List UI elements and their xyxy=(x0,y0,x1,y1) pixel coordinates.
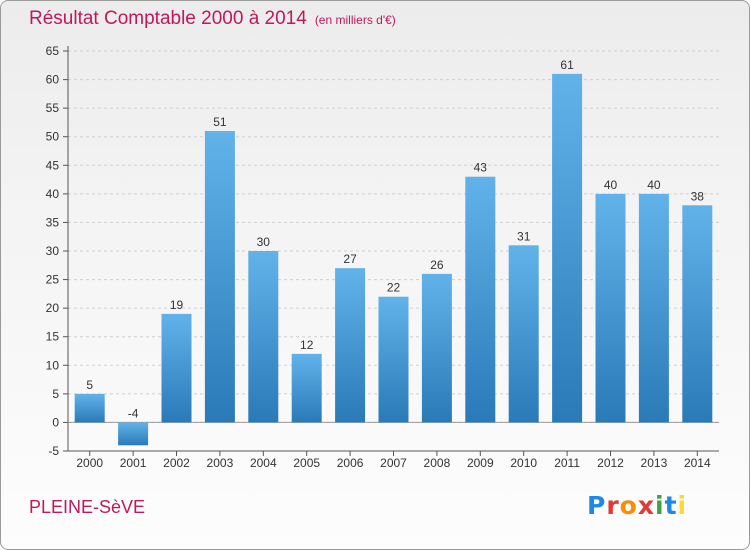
x-tick-label: 2011 xyxy=(554,456,580,470)
bar-2012 xyxy=(595,193,626,423)
y-tick-label: 20 xyxy=(46,301,60,315)
x-tick-label: 2014 xyxy=(684,456,711,470)
bar-2009 xyxy=(465,176,496,423)
bar-2013 xyxy=(638,193,669,423)
x-tick-label: 2013 xyxy=(641,456,668,470)
bar-2008 xyxy=(421,273,452,423)
data-label: 30 xyxy=(257,235,271,249)
bar-2010 xyxy=(508,245,539,423)
logo-letter: o xyxy=(619,491,638,520)
y-tick-label: 5 xyxy=(52,387,59,401)
data-label: 51 xyxy=(213,115,227,129)
chart-title: Résultat Comptable 2000 à 2014 xyxy=(29,8,307,29)
x-tick-label: 2001 xyxy=(120,456,147,470)
data-label: 22 xyxy=(387,281,401,295)
data-label: 26 xyxy=(430,258,444,272)
logo-letter: r xyxy=(606,491,620,520)
bar-2002 xyxy=(161,313,192,423)
data-label: 61 xyxy=(560,58,574,72)
x-tick-label: 2002 xyxy=(163,456,190,470)
x-tick-label: 2006 xyxy=(337,456,364,470)
data-label: 43 xyxy=(474,161,488,175)
x-tick-label: 2003 xyxy=(207,456,234,470)
logo-letter: P xyxy=(587,491,607,520)
data-label: -4 xyxy=(128,406,139,420)
x-tick-label: 2007 xyxy=(380,456,407,470)
x-tick-label: 2004 xyxy=(250,456,277,470)
data-label: 31 xyxy=(517,229,531,243)
x-tick-label: 2012 xyxy=(597,456,624,470)
logo-letter: i xyxy=(677,491,688,520)
x-tick-label: 2000 xyxy=(76,456,103,470)
data-label: 40 xyxy=(647,178,661,192)
bars xyxy=(74,73,713,446)
chart-subtitle: (en milliers d'€) xyxy=(314,13,396,27)
bar-2005 xyxy=(291,353,322,423)
x-tick-label: 2005 xyxy=(293,456,320,470)
y-tick-label: 0 xyxy=(52,415,59,429)
x-tick-label: 2009 xyxy=(467,456,494,470)
logo-letter: i xyxy=(655,491,665,520)
bar-2004 xyxy=(248,251,279,423)
y-tick-label: 35 xyxy=(46,215,60,229)
proxiti-logo[interactable]: Proxiti xyxy=(587,491,687,520)
logo-letter: x xyxy=(637,491,655,520)
y-tick-label: 55 xyxy=(46,101,60,115)
y-tick-label: 10 xyxy=(46,358,60,372)
data-label: 40 xyxy=(604,178,618,192)
bar-2000 xyxy=(74,393,105,423)
y-tick-label: 45 xyxy=(46,158,60,172)
y-tick-label: 30 xyxy=(46,244,60,258)
bar-2011 xyxy=(552,73,583,423)
y-tick-label: 60 xyxy=(46,73,60,87)
y-tick-label: 25 xyxy=(46,273,60,287)
y-tick-label: 40 xyxy=(46,187,60,201)
chart-title-block: Résultat Comptable 2000 à 2014 (en millie… xyxy=(29,8,396,30)
y-tick-label: 50 xyxy=(46,130,60,144)
x-tick-label: 2008 xyxy=(424,456,451,470)
data-label: 5 xyxy=(86,378,93,392)
data-label: 12 xyxy=(300,338,314,352)
y-tick-label: 65 xyxy=(46,44,60,58)
bar-2001 xyxy=(118,422,149,446)
data-label: 27 xyxy=(343,252,357,266)
commune-name: PLEINE-SèVE xyxy=(29,497,146,517)
logo-letter: t xyxy=(664,491,678,520)
bar-2006 xyxy=(335,268,366,423)
bar-2003 xyxy=(204,131,235,423)
x-tick-label: 2010 xyxy=(510,456,537,470)
data-label: 38 xyxy=(691,189,705,203)
bar-2007 xyxy=(378,296,409,423)
data-label: 19 xyxy=(170,298,184,312)
bar-2014 xyxy=(682,205,713,423)
axes: -5 0 5 10 15 20 25 30 35 40 45 50 55 60 65 2000 2001 2002… xyxy=(46,44,719,470)
y-tick-label: -5 xyxy=(48,444,59,458)
data-labels: 5 -4 19 51 30 12 27 22 26 43 31 61 40 40 38 xyxy=(86,58,704,421)
y-tick-label: 15 xyxy=(46,330,60,344)
